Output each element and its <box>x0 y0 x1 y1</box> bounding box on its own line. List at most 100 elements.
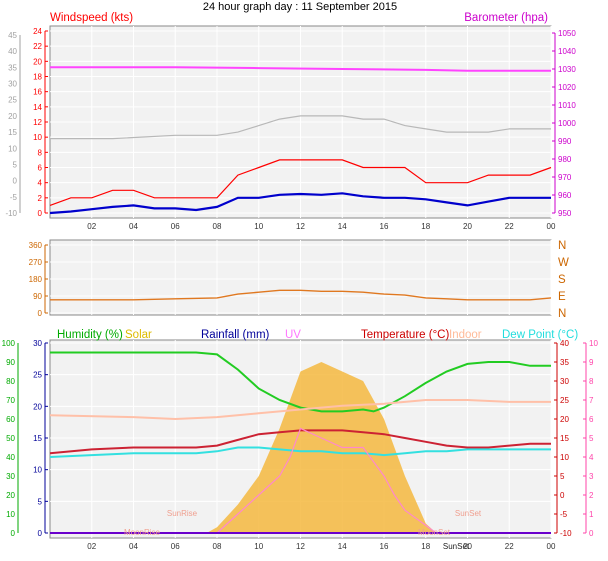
barometer-line <box>50 66 551 72</box>
humidity-axis-tick-label: 20 <box>6 491 15 500</box>
x-tick-label: 00 <box>547 542 556 551</box>
humidity-axis-tick-label: 90 <box>6 358 15 367</box>
annotation-label: SunRise <box>167 509 198 518</box>
uv-axis-tick-label: 8 <box>589 377 594 386</box>
compass-label: N <box>558 240 566 252</box>
x-tick-label: 02 <box>87 222 96 231</box>
outer-axis-tick-label: 45 <box>8 31 17 40</box>
temp-axis-tick-label: 25 <box>560 396 569 405</box>
baro-axis-tick-label: 1010 <box>558 101 576 110</box>
compass-label: S <box>558 274 566 286</box>
uv-axis-tick-label: 6 <box>589 415 594 424</box>
baro-axis-tick-label: 1020 <box>558 83 576 92</box>
outer-axis-tick-label: 35 <box>8 63 17 72</box>
humidity-axis-tick-label: 50 <box>6 434 15 443</box>
dewpoint-line <box>49 446 551 458</box>
direction-line <box>50 289 552 301</box>
rain-axis-tick-label: 5 <box>38 497 43 506</box>
dir-axis-tick-label: 90 <box>33 292 42 301</box>
outer-axis-tick-label: 25 <box>8 96 17 105</box>
x-tick-label: 06 <box>171 542 180 551</box>
temp-axis-tick-label: 20 <box>560 415 569 424</box>
x-tick-label: 14 <box>338 542 347 551</box>
humidity-axis-tick-label: 60 <box>6 415 15 424</box>
uv-axis-tick-label: 7 <box>589 396 594 405</box>
x-tick-label: 04 <box>129 542 138 551</box>
temp-axis-tick-label: 15 <box>560 434 569 443</box>
x-tick-label: 02 <box>87 542 96 551</box>
temperature-label: Temperature (°C) <box>361 329 449 341</box>
x-tick-label: 20 <box>463 222 472 231</box>
x-tick-label: 20 <box>463 542 472 551</box>
x-tick-label: 10 <box>254 222 263 231</box>
outer-axis-tick-label: 15 <box>8 128 17 137</box>
wind-axis-tick-label: 6 <box>38 164 43 173</box>
uv-label: UV <box>285 329 301 341</box>
x-tick-label: 18 <box>421 222 430 231</box>
annotation-label: MoonSet <box>418 528 451 537</box>
wind-axis-tick-label: 20 <box>33 57 42 66</box>
x-tick-label: 08 <box>213 222 222 231</box>
outer-axis-tick-label: 30 <box>8 80 17 89</box>
rain-axis-tick-label: 25 <box>33 371 42 380</box>
temp-axis-tick-label: 30 <box>560 377 569 386</box>
x-tick-label: 06 <box>171 222 180 231</box>
uv-axis-tick-label: 5 <box>589 434 594 443</box>
wind-axis-tick-label: 10 <box>33 133 42 142</box>
outer-gray-line <box>50 115 551 140</box>
temperature-line <box>49 429 551 455</box>
outer-axis-tick-label: 20 <box>8 112 17 121</box>
wind-axis-tick-label: 4 <box>38 179 43 188</box>
annotation-label: MoonRise <box>124 528 161 537</box>
baro-axis-tick-label: 960 <box>558 191 572 200</box>
temp-axis-tick-label: 0 <box>560 491 565 500</box>
wind-barometer-panel: -10-505101520253035404502468101214161820… <box>5 25 576 231</box>
x-tick-label: 22 <box>505 222 514 231</box>
baro-axis-tick-label: 970 <box>558 173 572 182</box>
rain-axis-tick-label: 0 <box>38 529 43 538</box>
x-tick-label: 12 <box>296 542 305 551</box>
temp-axis-tick-label: 35 <box>560 358 569 367</box>
baro-axis-tick-label: 1050 <box>558 29 576 38</box>
humidity-axis-tick-label: 70 <box>6 396 15 405</box>
wind-axis-tick-label: 2 <box>38 194 43 203</box>
baro-axis-tick-label: 1030 <box>558 65 576 74</box>
wind-axis-tick-label: 22 <box>33 42 42 51</box>
x-tick-label: 18 <box>421 542 430 551</box>
wind-axis-tick-label: 0 <box>38 209 43 218</box>
windspeed-label: Windspeed (kts) <box>50 12 133 24</box>
dir-axis-tick-label: 270 <box>29 258 43 267</box>
dewpoint-label: Dew Point (°C) <box>502 329 578 341</box>
annotation-label: SunSet <box>443 542 470 551</box>
dir-axis-tick-label: 360 <box>29 241 43 250</box>
temp-axis-tick-label: -10 <box>560 529 572 538</box>
outer-axis-tick-label: -10 <box>5 209 17 218</box>
uv-axis-tick-label: 1 <box>589 510 594 519</box>
temp-axis-tick-label: 10 <box>560 453 569 462</box>
rain-axis-tick-label: 15 <box>33 434 42 443</box>
baro-axis-tick-label: 1040 <box>558 47 576 56</box>
compass-label: E <box>558 291 566 303</box>
baro-axis-tick-label: 1000 <box>558 119 576 128</box>
windspeed-gust-line <box>49 159 552 206</box>
rain-axis-tick-label: 10 <box>33 466 42 475</box>
outer-axis-tick-label: 5 <box>13 160 18 169</box>
rainfall-label: Rainfall (mm) <box>201 329 270 341</box>
compass-label: N <box>558 308 566 320</box>
temp-axis-tick-label: 5 <box>560 472 565 481</box>
wind-axis-tick-label: 24 <box>33 27 42 36</box>
solar-label: Solar <box>125 329 152 341</box>
uv-axis-tick-label: 3 <box>589 472 594 481</box>
chart-title: 24 hour graph day : 11 September 2015 <box>203 1 397 13</box>
wind-axis-tick-label: 16 <box>33 88 42 97</box>
uv-axis-tick-label: 4 <box>589 453 594 462</box>
x-tick-label: 08 <box>213 542 222 551</box>
humidity-axis-tick-label: 30 <box>6 472 15 481</box>
uv-line <box>50 427 551 534</box>
humidity-axis-tick-label: 80 <box>6 377 15 386</box>
windspeed-avg-line <box>49 192 551 215</box>
humidity-line <box>50 351 551 413</box>
wind-axis-tick-label: 12 <box>33 118 42 127</box>
uv-axis-tick-label: 10 <box>589 339 598 348</box>
